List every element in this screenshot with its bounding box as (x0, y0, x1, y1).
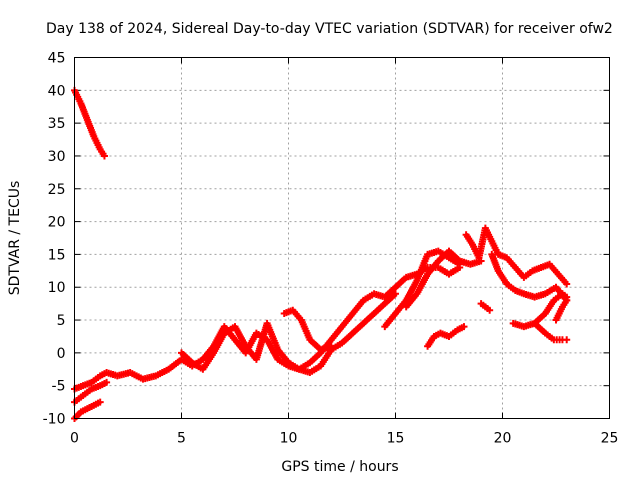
x-tick-label: 20 (494, 431, 512, 447)
x-axis-label: GPS time / hours (281, 459, 398, 475)
y-tick-label: 40 (48, 83, 66, 99)
data-point (460, 323, 468, 331)
data-point (96, 398, 104, 406)
data-point (563, 336, 571, 344)
x-tick-label: 10 (280, 431, 298, 447)
y-tick-label: 35 (48, 116, 66, 132)
data-point (563, 296, 571, 304)
data-point (327, 342, 335, 350)
y-tick-label: 20 (48, 215, 66, 231)
y-tick-label: 0 (57, 346, 66, 362)
data-point (103, 378, 111, 386)
y-tick-label: 30 (48, 149, 66, 165)
chart-title: Day 138 of 2024, Sidereal Day-to-day VTE… (46, 21, 613, 37)
y-tick-label: 10 (48, 280, 66, 296)
grid (74, 57, 610, 419)
x-tick-label: 5 (177, 431, 186, 447)
y-tick-label: 5 (57, 313, 66, 329)
data-point (392, 290, 399, 298)
x-tick-label: 0 (70, 431, 79, 447)
plot-frame (74, 57, 610, 419)
x-tick-labels: 0 5 10 15 20 25 (70, 431, 618, 447)
y-tick-label: -5 (52, 379, 66, 395)
y-tick-label: 15 (48, 247, 66, 263)
y-tick-labels: -10 -5 0 5 10 15 20 25 30 35 40 45 (43, 51, 66, 428)
y-tick-label: -10 (43, 412, 66, 428)
data-point (486, 306, 494, 314)
data-points (71, 86, 571, 422)
data-point (563, 280, 571, 288)
y-tick-label: 25 (48, 182, 66, 198)
data-point (100, 152, 108, 160)
y-tick-label: 45 (48, 51, 66, 67)
x-tick-label: 25 (601, 431, 619, 447)
y-axis-label: SDTVAR / TECUs (7, 181, 23, 296)
x-tick-label: 15 (387, 431, 405, 447)
axis-ticks (74, 57, 610, 419)
